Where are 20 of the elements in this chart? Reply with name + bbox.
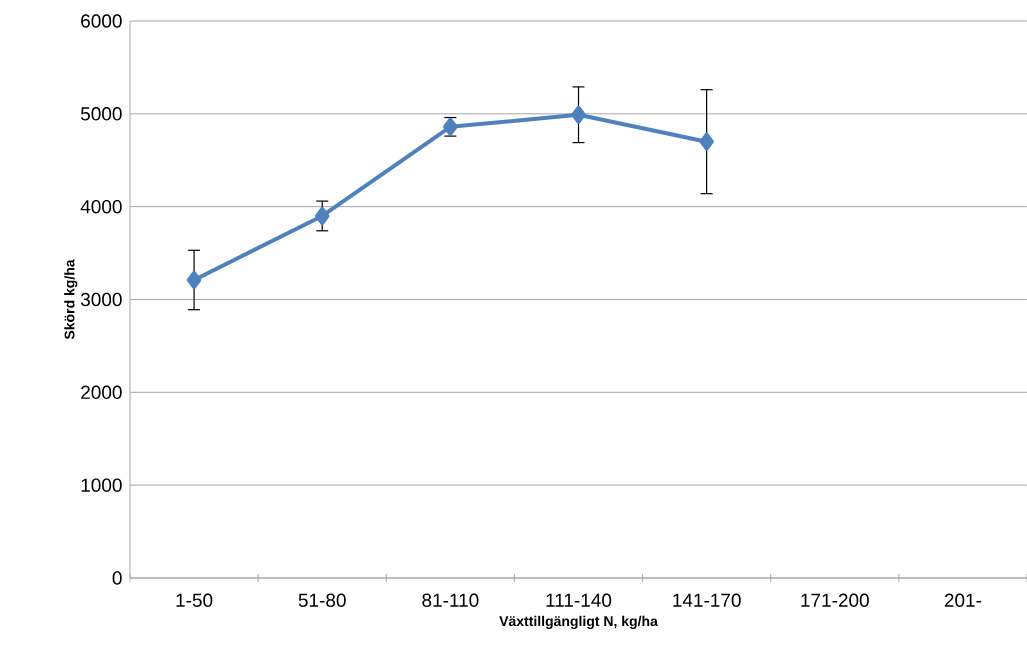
x-tick-label: 171-200 [801,593,869,607]
y-tick-label: 0 [112,571,122,585]
point [699,132,714,151]
point [186,270,202,289]
x-tick-label: 141-170 [673,593,741,607]
point [571,105,586,124]
y-tick-label: 5000 [80,107,122,121]
point [314,206,330,225]
x-tick-label: 81-110 [422,593,479,607]
y-tick-label: 2000 [81,385,122,400]
x-tick-label: 111-140 [546,593,612,607]
y-tick-label: 1000 [81,478,122,492]
x-axis-title: Växttillgängligt N, kg/ha [499,615,658,629]
y-tick-label: 3000 [80,292,122,307]
y-tick-label: 6000 [81,14,122,28]
y-axis-title: Skörd kg/ha [64,259,78,340]
x-tick-label: 201- [944,593,982,607]
x-tick-label: 1-50 [176,593,213,607]
y-tick-label: 4000 [80,199,122,214]
x-tick-label: 51-80 [298,593,346,607]
